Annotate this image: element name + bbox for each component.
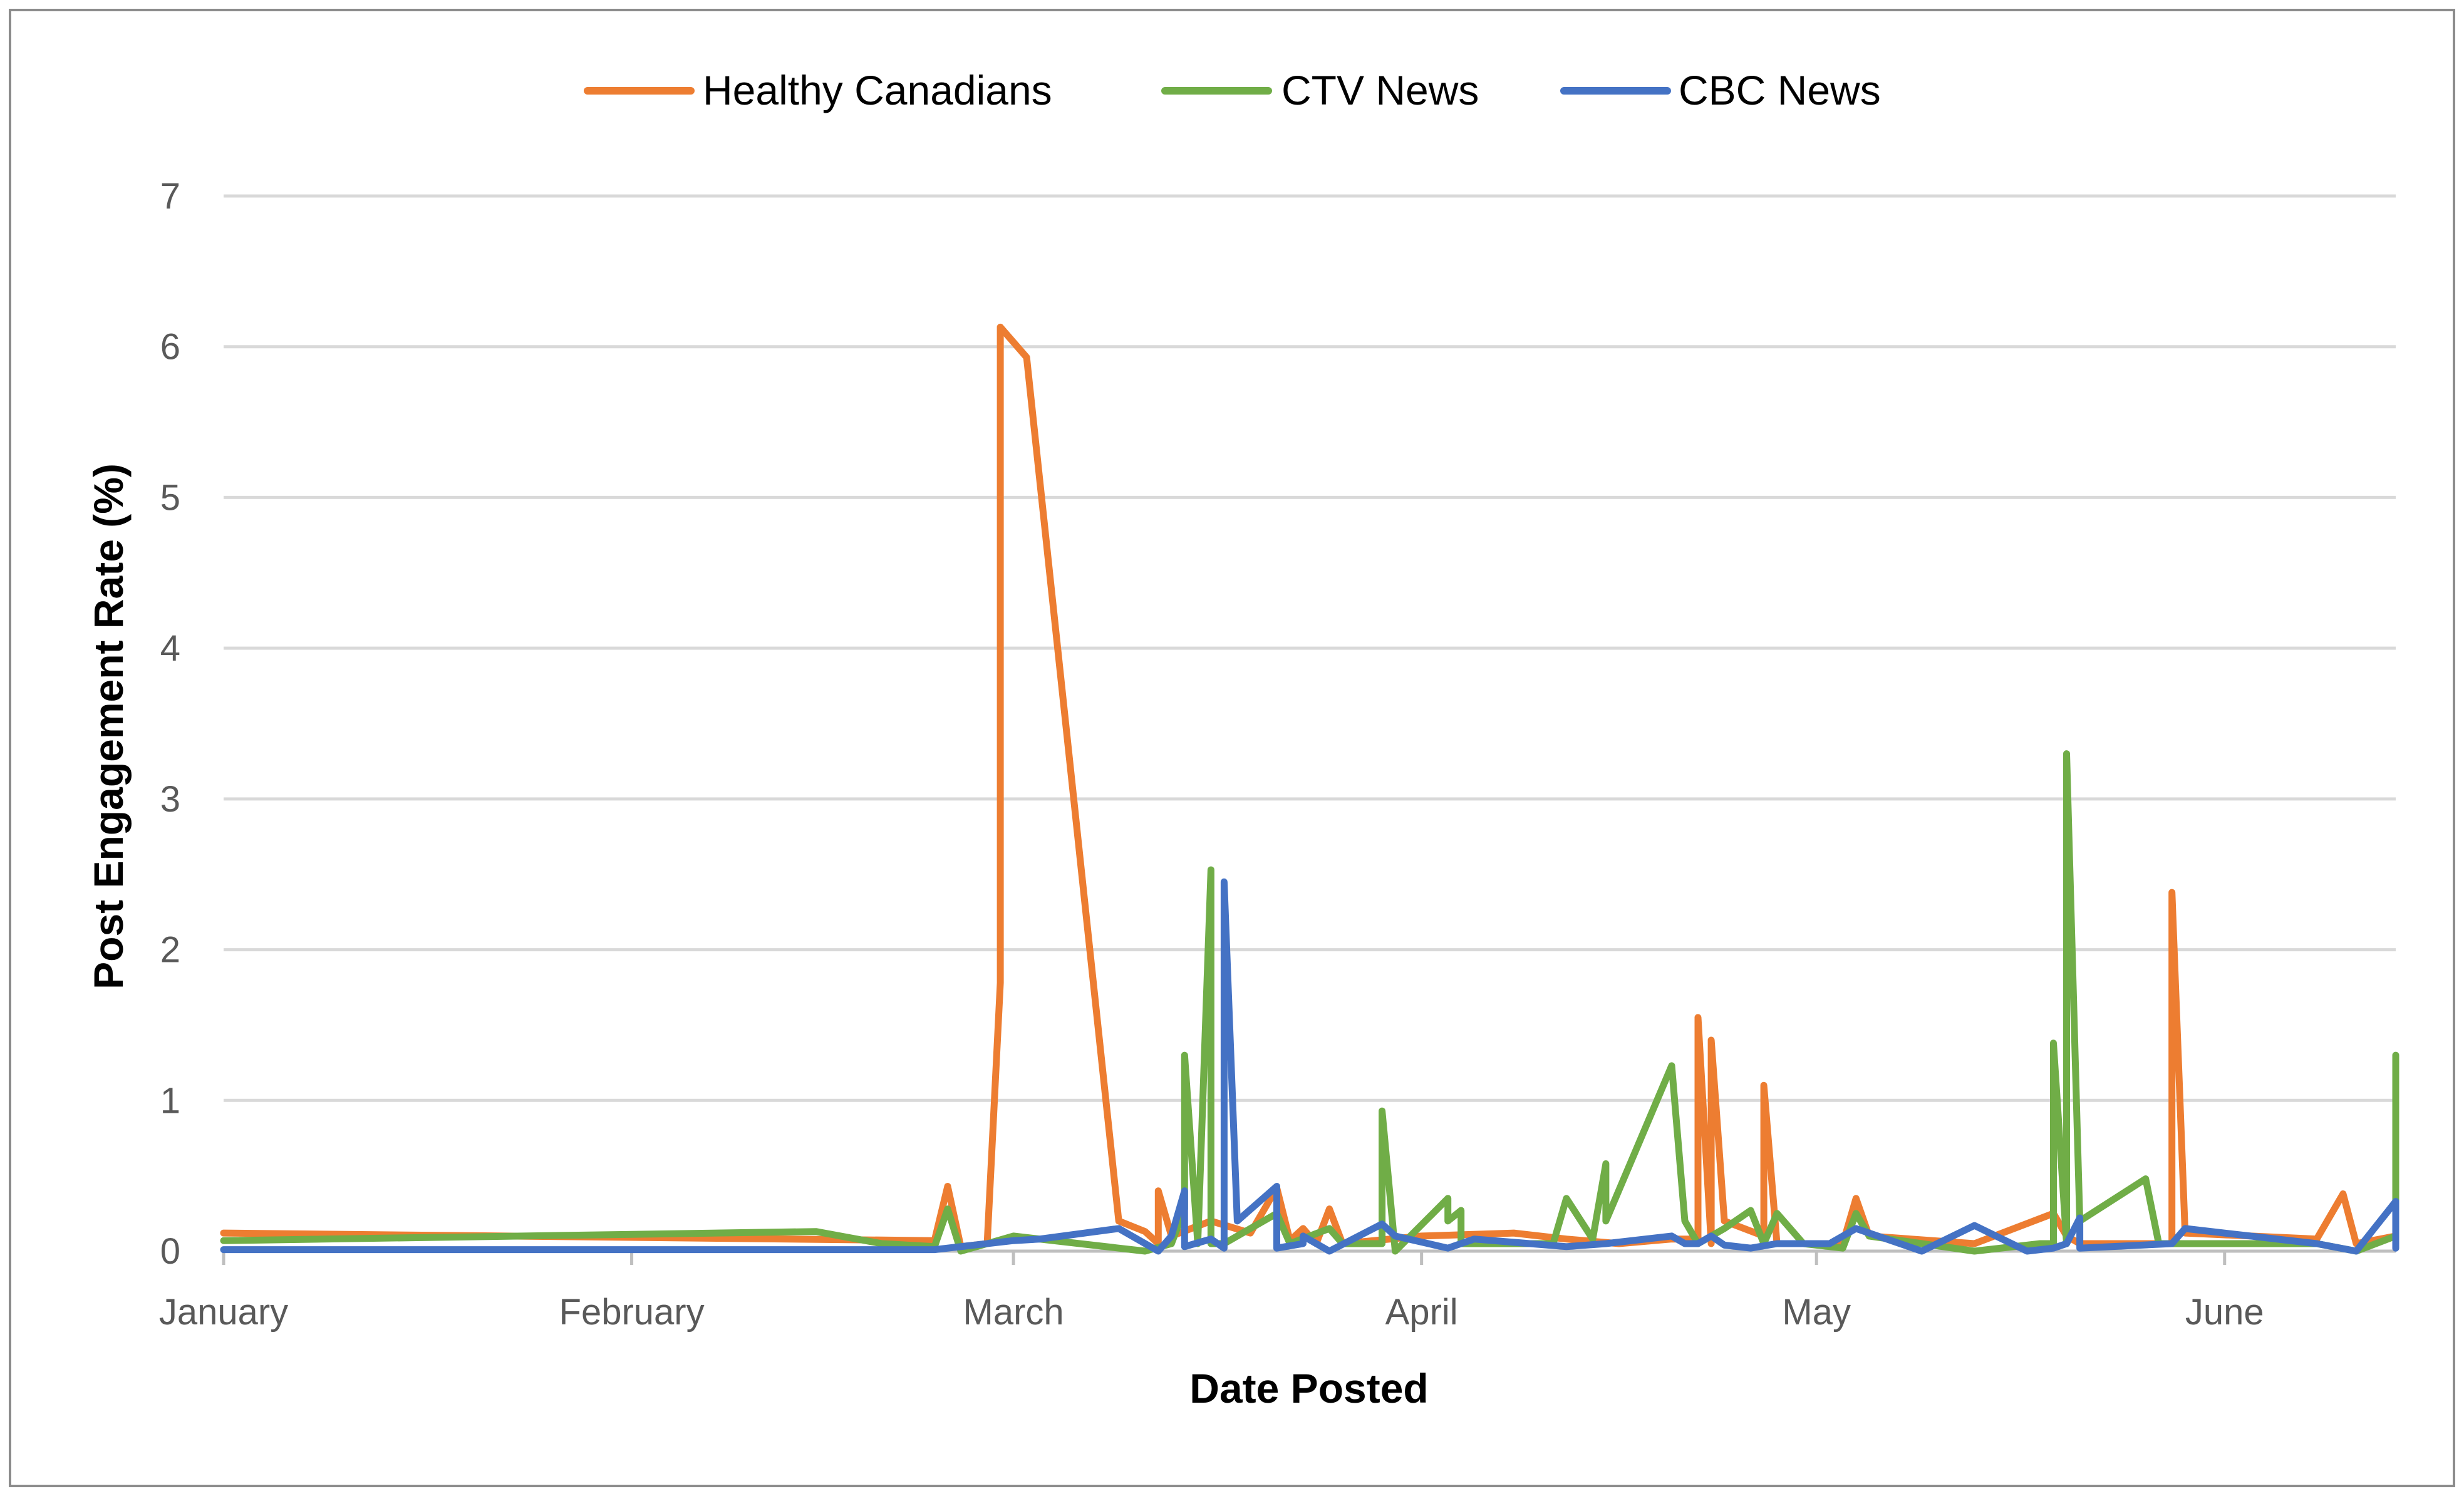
legend-item-cbc-news[interactable]: CBC News [1560, 67, 1881, 113]
series-lines [220, 323, 2399, 1255]
legend-label: CBC News [1679, 67, 1881, 113]
x-axis-label: Date Posted [1189, 1365, 1428, 1411]
y-axis-label: Post Engagement Rate (%) [85, 463, 132, 989]
x-tick-label: January [159, 1292, 288, 1333]
y-tick-label: 6 [160, 327, 180, 368]
legend-label: CTV News [1281, 67, 1479, 113]
x-tick-label: February [559, 1292, 705, 1333]
x-tick-label: May [1782, 1292, 1851, 1333]
axes: 0 1 2 3 4 5 6 7 January February March April May June [159, 176, 2396, 1333]
y-tick-label: 7 [160, 176, 180, 217]
y-tick-label: 2 [160, 930, 180, 971]
y-tick-label: 0 [160, 1231, 180, 1272]
series-line-cbc-news [220, 878, 2399, 1255]
y-tick-label: 3 [160, 779, 180, 820]
legend-item-healthy-canadians[interactable]: Healthy Canadians [584, 67, 1052, 113]
gridlines [224, 194, 2396, 1102]
legend-item-ctv-news[interactable]: CTV News [1161, 67, 1479, 113]
series-line-ctv-news [220, 750, 2399, 1255]
x-tick-label: April [1385, 1292, 1458, 1333]
y-tick-label: 5 [160, 477, 180, 518]
chart-border [9, 9, 2455, 1487]
legend-label: Healthy Canadians [703, 67, 1052, 113]
y-tick-label: 4 [160, 628, 180, 669]
x-tick-label: March [963, 1292, 1064, 1333]
y-tick-label: 1 [160, 1080, 180, 1121]
x-tick-label: June [2185, 1292, 2264, 1333]
legend[interactable]: Healthy Canadians CTV News CBC News [584, 67, 1881, 113]
